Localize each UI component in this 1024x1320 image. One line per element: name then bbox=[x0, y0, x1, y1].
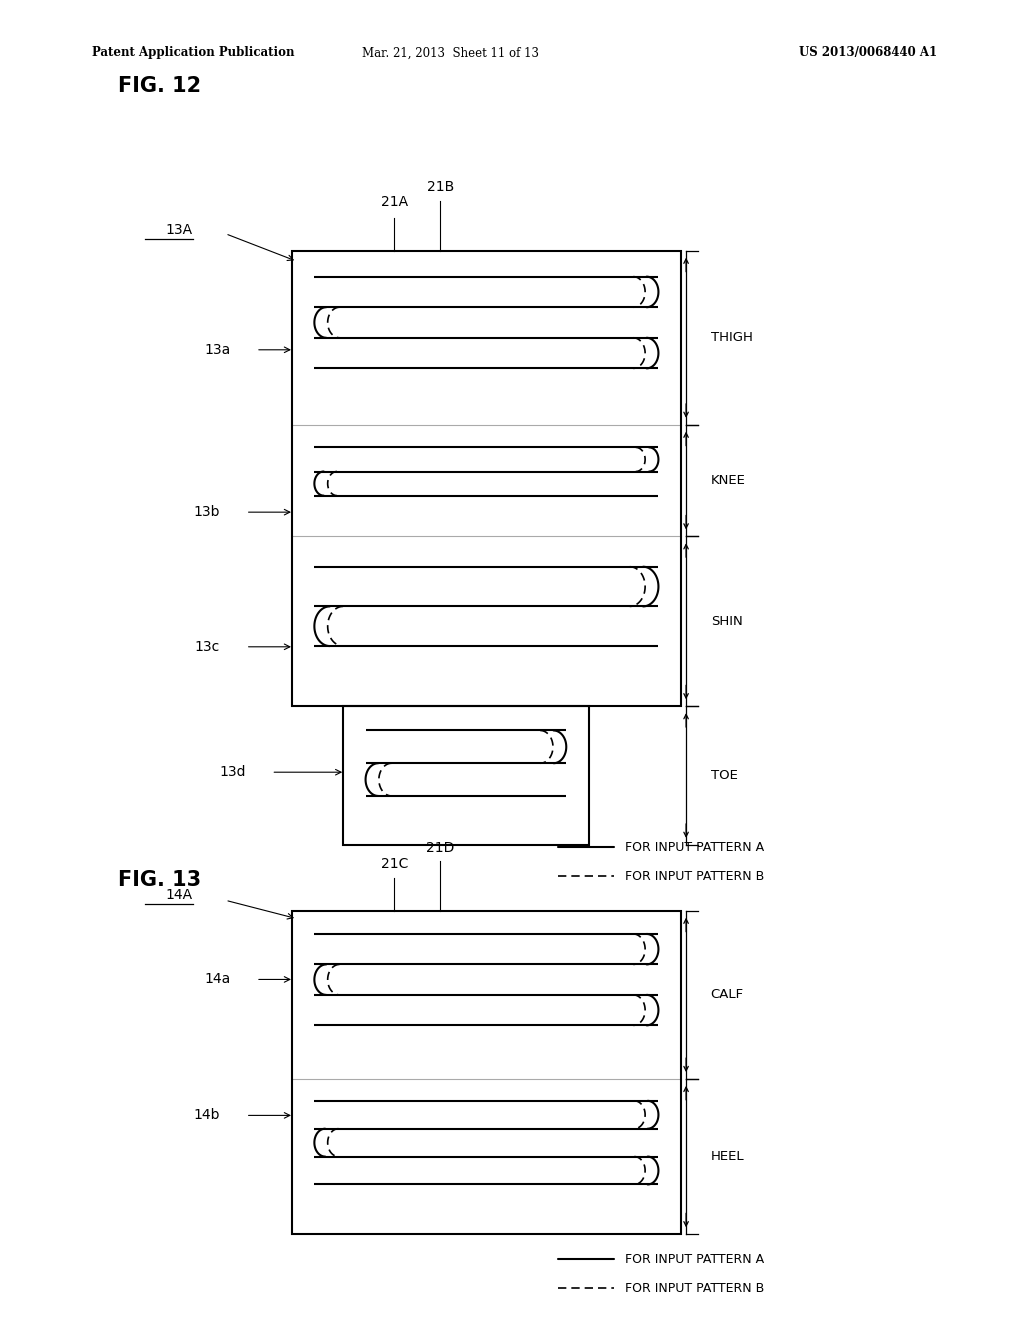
Text: 13A: 13A bbox=[166, 223, 193, 236]
Text: FOR INPUT PATTERN B: FOR INPUT PATTERN B bbox=[625, 1282, 764, 1295]
Text: 14a: 14a bbox=[204, 973, 230, 986]
Text: FIG. 12: FIG. 12 bbox=[118, 75, 201, 96]
Text: 13a: 13a bbox=[204, 343, 230, 356]
Text: 13b: 13b bbox=[194, 506, 220, 519]
Text: SHIN: SHIN bbox=[711, 615, 742, 628]
Bar bbox=[292, 911, 681, 1234]
Text: US 2013/0068440 A1: US 2013/0068440 A1 bbox=[799, 46, 937, 59]
Text: HEEL: HEEL bbox=[711, 1150, 744, 1163]
Text: 21A: 21A bbox=[381, 194, 408, 209]
Text: 21B: 21B bbox=[427, 180, 454, 194]
Bar bbox=[292, 251, 681, 706]
Text: Patent Application Publication: Patent Application Publication bbox=[92, 46, 295, 59]
Text: FOR INPUT PATTERN A: FOR INPUT PATTERN A bbox=[625, 1253, 764, 1266]
Text: 21D: 21D bbox=[426, 841, 455, 855]
Text: FOR INPUT PATTERN B: FOR INPUT PATTERN B bbox=[625, 870, 764, 883]
Text: FOR INPUT PATTERN A: FOR INPUT PATTERN A bbox=[625, 841, 764, 854]
Text: 14b: 14b bbox=[194, 1109, 220, 1122]
Text: 13c: 13c bbox=[195, 640, 220, 653]
Text: THIGH: THIGH bbox=[711, 331, 753, 345]
Text: 13d: 13d bbox=[219, 766, 246, 779]
Text: Mar. 21, 2013  Sheet 11 of 13: Mar. 21, 2013 Sheet 11 of 13 bbox=[362, 46, 539, 59]
Text: KNEE: KNEE bbox=[711, 474, 745, 487]
Text: 21C: 21C bbox=[381, 857, 408, 871]
Text: CALF: CALF bbox=[711, 989, 743, 1002]
Bar bbox=[343, 706, 589, 845]
Text: TOE: TOE bbox=[711, 770, 737, 781]
Text: FIG. 13: FIG. 13 bbox=[118, 870, 201, 891]
Text: 14A: 14A bbox=[166, 888, 193, 902]
